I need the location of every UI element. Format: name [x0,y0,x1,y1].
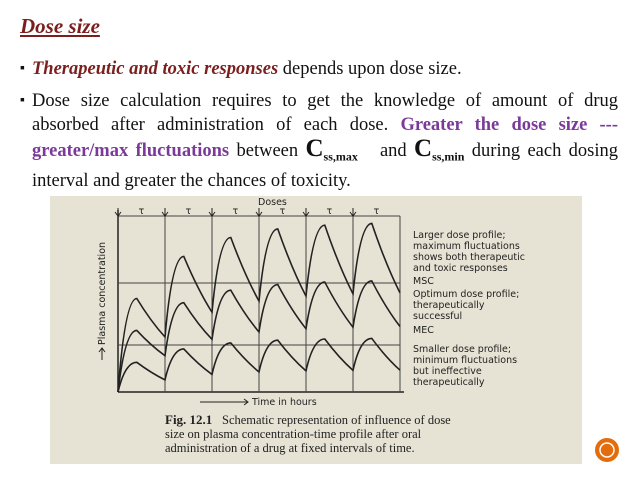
annotation: MSC [413,276,434,287]
tau: τ [139,206,145,217]
emphasis: Greater the dose size --- greater/max fl… [32,115,618,161]
figure-background [50,196,582,464]
bullet: ▪ Dose size calculation requires to get t… [20,91,619,191]
bullet-text: Dose size calculation requires to get th… [32,91,618,135]
annotation: but ineffective [413,366,482,377]
annotation: Optimum dose profile; [413,289,519,300]
emphasis: Therapeutic and toxic responses [32,59,279,79]
dose-arrow [208,208,216,217]
dose-arrow [161,208,169,217]
tau: τ [374,206,380,217]
caption-number: Fig. 12.1 [165,412,212,427]
annotation: successful [413,311,462,322]
tau: τ [280,206,286,217]
doses-label: Doses [258,197,287,208]
annotation: and toxic responses [413,263,508,274]
tau: τ [186,206,192,217]
bullet-text: and [379,141,407,161]
profile-curve [117,222,401,393]
y-label: Plasma concentration [97,242,108,345]
annotation: Smaller dose profile; [413,344,511,355]
annotation: maximum fluctuations [413,241,520,252]
bullet: ▪ Therapeutic and toxic responses depends… [20,59,462,79]
axis-arrow [98,347,106,360]
profile-curve [117,280,401,393]
dose-arrow [255,208,263,217]
caption: size on plasma concentration-time profil… [165,427,422,441]
dose-arrow [349,208,357,217]
tau: τ [327,206,333,217]
axis-arrow [200,398,249,406]
subscript: ss,min [432,149,465,164]
annotation: therapeutically [413,300,485,311]
x-label: Time in hours [251,397,317,408]
annotation: Larger dose profile; [413,230,506,241]
annotation: MEC [413,325,434,336]
bullet-text: during each dosing interval and greater … [32,141,619,191]
annotation: minimum fluctuations [413,355,517,366]
annotation: shows both therapeutic [413,252,525,263]
logo-ring [599,442,615,458]
slide-title: Dose size [20,14,100,38]
tau: τ [233,206,239,217]
bullet-text: depends upon dose size. [282,59,462,79]
symbol: C [305,135,324,162]
dose-arrow [114,208,122,217]
profile-curve [117,337,401,393]
caption: Schematic representation of influence of… [222,413,451,427]
bullet-text: between [236,141,299,161]
subscript: ss,max [323,149,358,164]
symbol: C [414,135,433,162]
dose-arrow [302,208,310,217]
annotation: therapeutically [413,377,485,388]
logo [595,438,619,462]
caption: administration of a drug at fixed interv… [165,441,415,455]
